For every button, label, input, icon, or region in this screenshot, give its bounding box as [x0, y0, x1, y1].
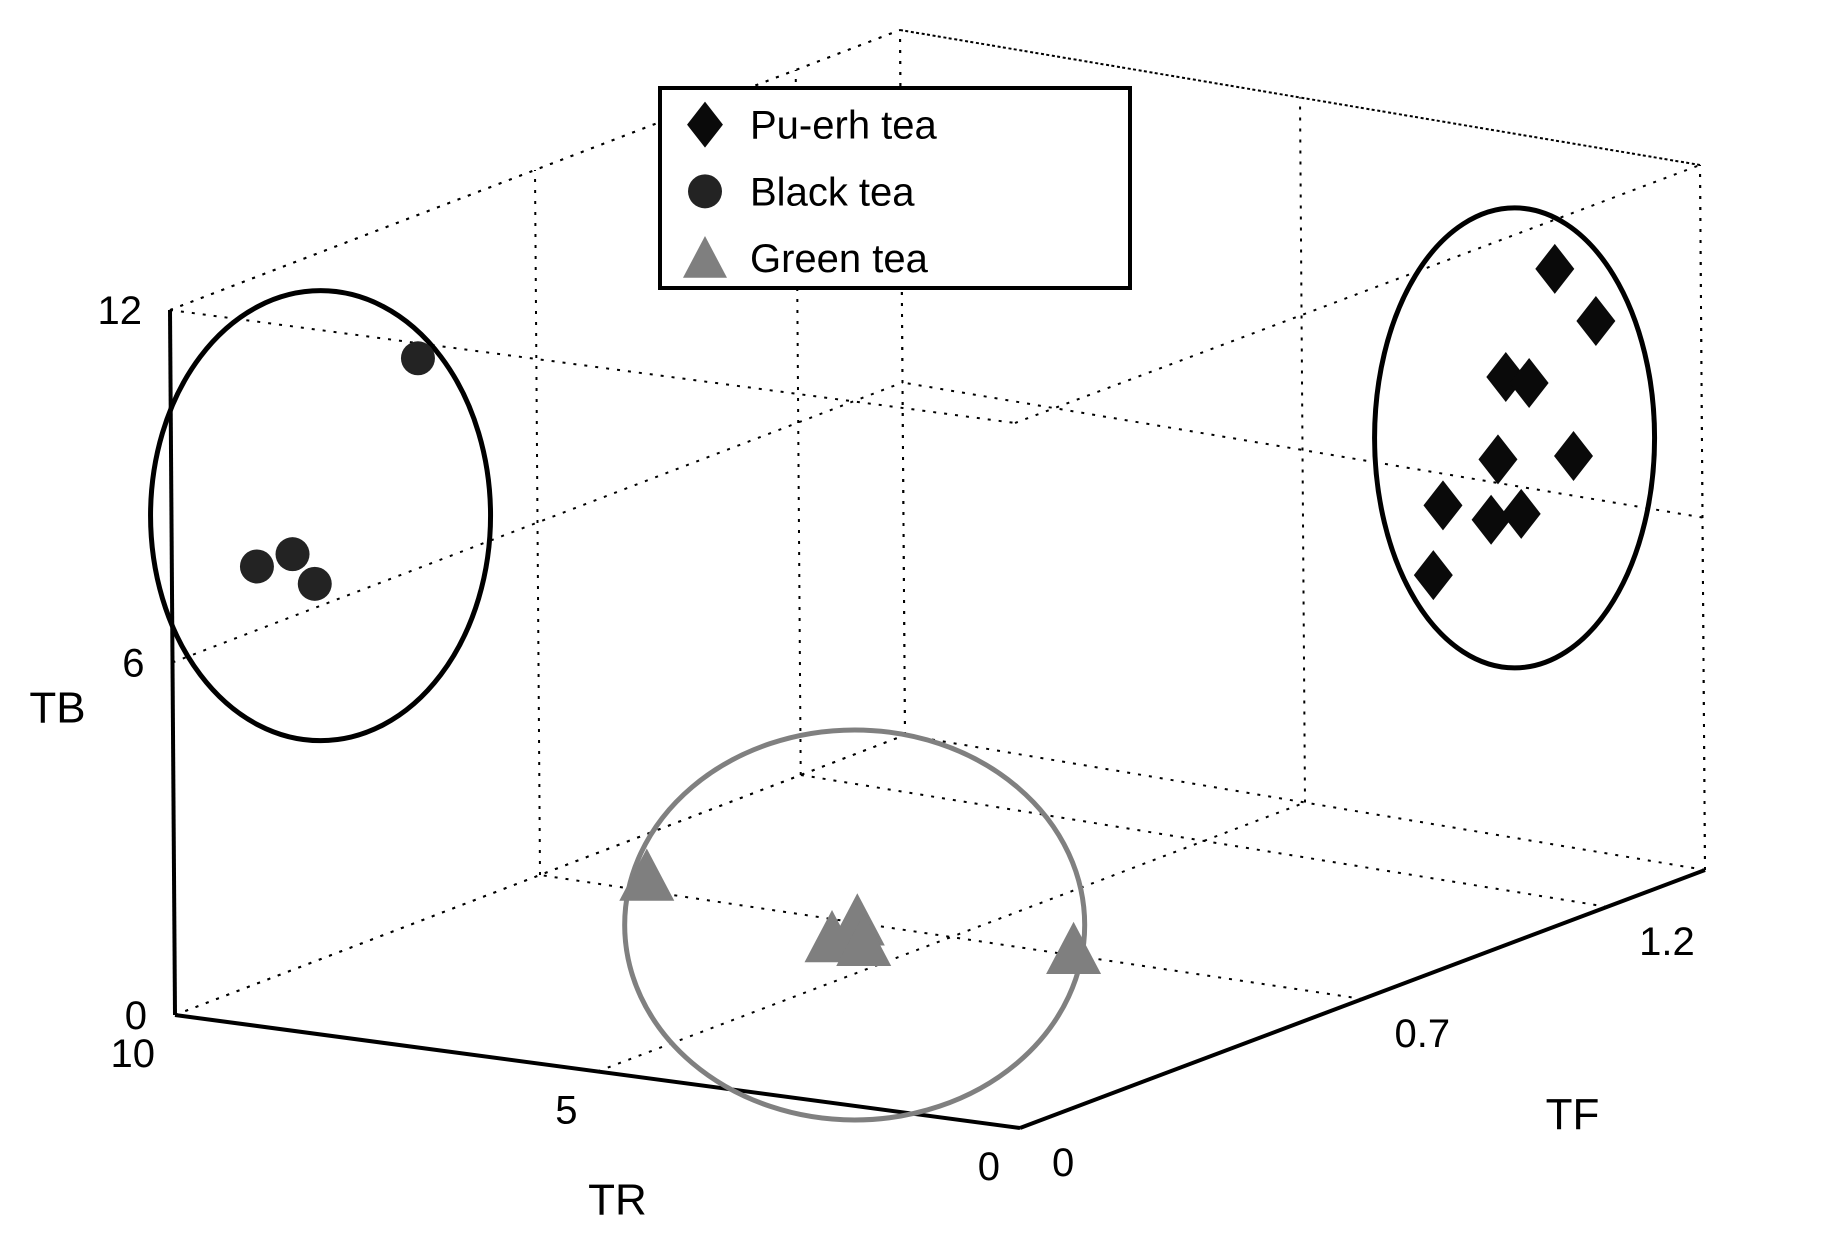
legend-marker	[688, 174, 722, 208]
tb-tick: 6	[122, 642, 144, 686]
tr-tick: 10	[111, 1032, 156, 1076]
legend: Pu-erh tea Black tea Green tea	[660, 88, 1130, 288]
tf-axis-label: TF	[1546, 1090, 1600, 1139]
tr-tick: 5	[555, 1089, 577, 1133]
legend-label: Green tea	[750, 237, 929, 281]
legend-label: Black tea	[750, 170, 915, 214]
legend-label: Pu-erh tea	[750, 104, 938, 148]
data-point	[240, 549, 274, 583]
tf-tick: 1.2	[1639, 920, 1695, 964]
tf-tick: 0	[1052, 1141, 1074, 1185]
tb-tick: 12	[98, 289, 143, 333]
tf-tick: 0.7	[1395, 1012, 1451, 1056]
data-point	[298, 567, 332, 601]
tr-tick: 0	[978, 1145, 1000, 1189]
data-point	[276, 537, 310, 571]
scatter3d-plot: 0612051000.71.2TBTRTFPu-erh teaBlack tea…	[0, 0, 1833, 1242]
data-point	[401, 341, 435, 375]
tr-axis-label: TR	[588, 1176, 647, 1225]
tb-axis-label: TB	[29, 684, 85, 733]
